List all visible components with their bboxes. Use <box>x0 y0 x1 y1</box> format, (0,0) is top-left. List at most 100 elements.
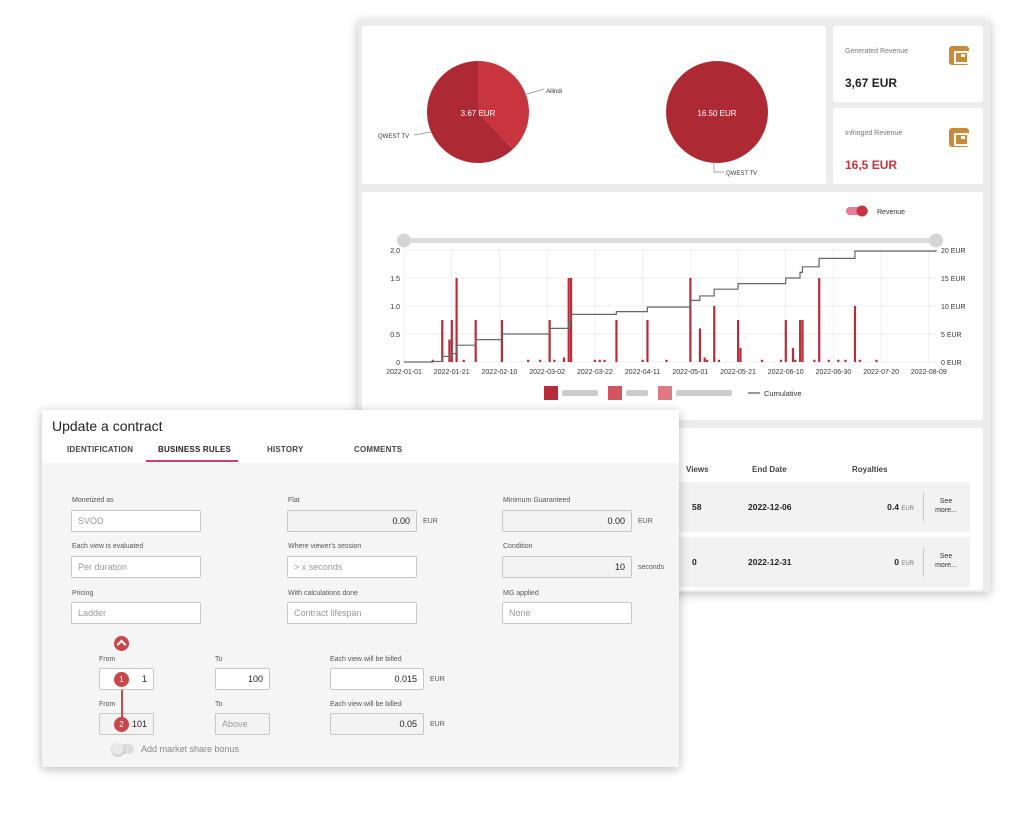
row-divider <box>923 547 924 577</box>
wallet-icon <box>949 46 969 65</box>
pie-slice-1 <box>478 61 529 150</box>
column-header-royalties[interactable]: Royalties <box>852 465 888 474</box>
row-end-date: 2022-12-31 <box>748 557 792 567</box>
revenue-toggle-label: Revenue <box>877 209 905 216</box>
revenue-bar <box>794 359 797 362</box>
legend-swatch-1[interactable] <box>544 386 558 400</box>
page-title: Update a contract <box>52 418 163 434</box>
tab-comments[interactable]: COMMENTS <box>354 445 403 454</box>
mg-input[interactable]: 0.00 <box>502 510 632 532</box>
x-tick-label: 2022-03-02 <box>529 369 565 376</box>
infringed-revenue-card: Infringed Revenue 16,5 EUR <box>833 108 983 184</box>
legend-text-redacted-3 <box>676 390 732 396</box>
pie-charts-svg: 3.67 EUR Allindi QWEST TV 16.50 EUR QWES… <box>378 61 768 177</box>
tier-step-1: 1 <box>114 672 129 687</box>
date-range-handle-end[interactable] <box>929 233 943 248</box>
revenue-bar <box>875 359 878 362</box>
revenue-bar <box>739 348 742 362</box>
tier1-to-input[interactable]: 100 <box>215 668 270 690</box>
y-tick-label: 2.0 <box>390 248 400 255</box>
evaluated-select[interactable]: Per duration <box>71 556 201 578</box>
condition-unit: seconds <box>638 564 665 571</box>
pie-charts-card: 3.67 EUR Allindi QWEST TV 16.50 EUR QWES… <box>362 26 826 184</box>
tier2-billed-input[interactable]: 0.05 <box>330 713 424 735</box>
y2-tick-label: 10 EUR <box>941 304 966 311</box>
x-tick-label: 2022-07-20 <box>863 369 899 376</box>
row-views: 0 <box>692 557 697 567</box>
legend-swatch-3[interactable] <box>658 386 672 400</box>
revenue-bar <box>858 359 861 362</box>
row-royalties: 0 EUR <box>894 557 914 567</box>
monetized-label: Monetized as <box>72 497 114 504</box>
y-tick-label: 1.5 <box>390 276 400 283</box>
monetized-select[interactable]: SVOD <box>71 510 201 532</box>
column-header-views[interactable]: Views <box>686 465 709 474</box>
legend-cumulative-label[interactable]: Cumulative <box>764 389 802 398</box>
flat-unit: EUR <box>423 518 438 525</box>
pie-slice-2 <box>427 61 513 163</box>
row-end-date: 2022-12-06 <box>748 502 792 512</box>
revenue-bar <box>818 278 821 362</box>
row-royalty-value: 0 <box>894 557 899 567</box>
date-range-handle-start[interactable] <box>397 233 411 248</box>
mg-label: Minimum Guaranteed <box>503 497 571 504</box>
y-tick-label: 1.0 <box>390 304 400 311</box>
revenue-bar <box>705 359 709 362</box>
pricing-select[interactable]: Ladder <box>71 602 201 624</box>
tier2-to-label: To <box>215 701 223 708</box>
revenue-bar <box>827 359 830 362</box>
tier2-to-input[interactable]: Above <box>215 713 270 735</box>
tier2-unit: EUR <box>430 721 445 728</box>
flat-input[interactable]: 0.00 <box>287 510 417 532</box>
revenue-bar <box>665 359 668 362</box>
revenue-bar <box>462 359 465 362</box>
infringed-revenue-label: Infringed Revenue <box>845 130 903 137</box>
mg-applied-select[interactable]: None <box>502 602 632 624</box>
market-share-toggle[interactable] <box>112 743 134 755</box>
cumulative-line <box>404 250 937 363</box>
session-select[interactable]: > x seconds <box>287 556 417 578</box>
pie1-label-qwest: QWEST TV <box>378 134 409 140</box>
y2-tick-label: 0 EUR <box>941 360 962 367</box>
session-label: Where viewer's session <box>288 543 362 550</box>
row-royalty-value: 0.4 <box>887 502 899 512</box>
see-more-link[interactable]: See more... <box>935 498 957 514</box>
revenue-bar <box>844 359 847 362</box>
condition-input[interactable]: 10 <box>502 556 632 578</box>
revenue-bar <box>593 359 597 362</box>
revenue-bar <box>441 320 444 362</box>
collapse-tiers-icon[interactable] <box>114 636 129 651</box>
tier1-billed-input[interactable]: 0.015 <box>330 668 424 690</box>
y2-tick-label: 5 EUR <box>941 332 962 339</box>
table-row: 58 2022-12-06 0.4 EUR See more... <box>678 482 970 532</box>
revenue-chart-svg: Revenue 0 0.5 1.0 1.5 2.0 0 EUR 5 EUR 10 EUR 15… <box>386 205 966 400</box>
legend-text-redacted-1 <box>562 390 598 396</box>
pie1-label-allindi: Allindi <box>546 89 562 95</box>
generated-revenue-label: Generated Revenue <box>845 48 909 55</box>
date-range-slider-track[interactable] <box>404 238 936 243</box>
revenue-toggle-knob[interactable] <box>856 205 868 217</box>
revenue-bar <box>646 320 649 362</box>
tab-history[interactable]: HISTORY <box>267 445 304 454</box>
tier1-billed-label: Each view will be billed <box>330 656 402 663</box>
calc-select[interactable]: Contract lifespan <box>287 602 417 624</box>
pie2-center-label: 16.50 EUR <box>697 109 736 118</box>
revenue-bar <box>553 359 556 362</box>
see-more-link[interactable]: See more... <box>935 553 957 569</box>
revenue-bar <box>598 359 601 362</box>
legend-swatch-2[interactable] <box>608 386 622 400</box>
revenue-bar <box>450 320 453 362</box>
column-header-end-date[interactable]: End Date <box>752 465 787 474</box>
x-tick-label: 2022-01-01 <box>386 369 422 376</box>
chart-grid <box>403 249 936 363</box>
revenue-bar <box>717 359 721 362</box>
table-row: 0 2022-12-31 0 EUR See more... <box>678 537 970 587</box>
tier1-to-label: To <box>215 656 223 663</box>
pie2-label-qwest: QWEST TV <box>726 171 757 177</box>
pricing-label: Pricing <box>72 590 94 597</box>
pie1-center-label: 3.67 EUR <box>461 109 496 118</box>
revenue-bar <box>615 320 618 362</box>
market-share-label: Add market share bonus <box>141 744 240 754</box>
tab-identification[interactable]: IDENTIFICATION <box>67 445 134 454</box>
tab-business-rules[interactable]: BUSINESS RULES <box>158 445 232 454</box>
